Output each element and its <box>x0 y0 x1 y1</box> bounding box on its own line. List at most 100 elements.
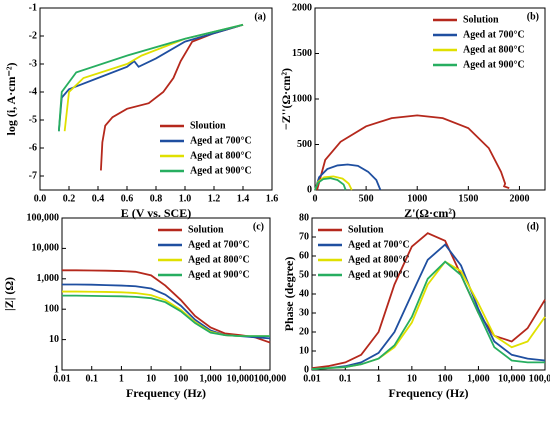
x-tick-label: 100 <box>438 373 453 384</box>
series-line <box>62 294 270 338</box>
y-tick-label: 0 <box>304 364 309 375</box>
x-axis-label: Z'(Ω·cm²) <box>404 206 456 220</box>
x-axis-label: Frequency (Hz) <box>126 386 206 400</box>
series-line <box>311 260 545 370</box>
plot-frame <box>311 217 546 371</box>
series-line <box>311 243 546 370</box>
series-line <box>316 114 510 191</box>
legend-label: Aged at 700°C <box>348 239 410 250</box>
x-tick-label: 2000 <box>509 193 529 204</box>
legend-label: Aged at 700°C <box>190 135 252 146</box>
y-tick-label: -4 <box>29 86 37 97</box>
legend-label: Aged at 800°C <box>190 150 252 161</box>
y-tick-label: 1000 <box>292 93 312 104</box>
x-axis-label: E (V vs. SCE) <box>121 206 191 220</box>
y-tick-label: -3 <box>29 58 37 69</box>
legend-label: Aged at 800°C <box>463 44 525 55</box>
legend-label: Aged at 900°C <box>463 59 525 70</box>
legend-label: Solution <box>463 14 499 25</box>
y-tick-label: 10 <box>299 345 309 356</box>
x-tick-label: 1.0 <box>179 193 192 204</box>
y-tick-label: -2 <box>29 30 37 41</box>
legend-label: Aged at 900°C <box>348 269 410 280</box>
series-line <box>63 23 244 132</box>
series-line <box>62 269 271 344</box>
plot-frame <box>61 217 271 371</box>
x-tick-label: 0.01 <box>53 373 71 384</box>
legend-label: Aged at 800°C <box>348 254 410 265</box>
x-tick-label: 100,000 <box>254 373 287 384</box>
series-line <box>62 290 270 338</box>
y-tick-label: 30 <box>299 307 309 318</box>
x-tick-label: 10,000 <box>227 373 255 384</box>
legend-label: Aged at 800°C <box>188 254 250 265</box>
x-axis-label: Frequency (Hz) <box>388 386 468 400</box>
y-tick-label: -6 <box>29 142 37 153</box>
series-line <box>314 177 347 191</box>
y-tick-label: 100 <box>44 303 59 314</box>
legend-label: Sloution <box>190 120 226 131</box>
y-tick-label: 60 <box>299 250 309 261</box>
y-tick-label: 50 <box>299 269 309 280</box>
x-tick-label: 1500 <box>458 193 478 204</box>
y-axis-label: Phase (degree) <box>282 257 296 332</box>
legend-label: Aged at 900°C <box>190 165 252 176</box>
series-line <box>57 23 244 132</box>
y-tick-label: -5 <box>29 114 37 125</box>
panel-label: (d) <box>527 221 539 232</box>
y-tick-label: 1 <box>54 364 59 375</box>
x-tick-label: 0.1 <box>85 373 98 384</box>
x-tick-label: 0.1 <box>339 373 352 384</box>
x-tick-label: 0.2 <box>63 193 76 204</box>
panel-label: (c) <box>253 221 264 232</box>
y-axis-label: log (i, A·cm⁻²) <box>4 63 18 136</box>
y-tick-label: 10 <box>49 334 59 345</box>
x-tick-label: 500 <box>359 193 374 204</box>
y-tick-label: 80 <box>299 212 309 223</box>
x-tick-label: 10 <box>407 373 417 384</box>
x-tick-label: 0.8 <box>150 193 163 204</box>
x-tick-label: 1.6 <box>266 193 279 204</box>
y-tick-label: 1,000 <box>37 273 60 284</box>
y-tick-label: 500 <box>297 139 312 150</box>
panel-label: (a) <box>254 11 266 22</box>
x-tick-label: 1,000 <box>199 373 222 384</box>
plot-frame <box>39 7 273 191</box>
legend-label: Aged at 700°C <box>188 239 250 250</box>
x-tick-label: 0.01 <box>303 373 321 384</box>
series-line <box>100 23 244 171</box>
panel-label: (b) <box>527 11 539 22</box>
x-tick-label: 0.6 <box>121 193 134 204</box>
x-tick-label: 1000 <box>407 193 427 204</box>
x-tick-label: 10 <box>146 373 156 384</box>
y-tick-label: -1 <box>29 2 37 13</box>
y-tick-label: -7 <box>29 170 37 181</box>
y-tick-label: 20 <box>299 326 309 337</box>
y-tick-label: 2000 <box>292 2 312 13</box>
x-tick-label: 1.2 <box>208 193 221 204</box>
legend-label: Aged at 900°C <box>188 269 250 280</box>
x-tick-label: 100 <box>173 373 188 384</box>
legend-label: Aged at 700°C <box>463 29 525 40</box>
legend-label: Solution <box>348 224 384 235</box>
series-line <box>314 163 382 191</box>
y-tick-label: 70 <box>299 231 309 242</box>
x-tick-label: 0.4 <box>92 193 105 204</box>
x-tick-label: 100,000 <box>529 373 550 384</box>
x-tick-label: 1,000 <box>467 373 490 384</box>
y-axis-label: |Z| (Ω) <box>2 277 16 311</box>
series-line <box>57 23 244 132</box>
y-tick-label: 10,000 <box>32 243 60 254</box>
x-tick-label: 1 <box>376 373 381 384</box>
y-axis-label: −Z''(Ω·cm²) <box>279 68 293 130</box>
y-tick-label: 1500 <box>292 48 312 59</box>
x-tick-label: 0 <box>313 193 318 204</box>
series-line <box>311 232 546 369</box>
legend-label: Solution <box>188 224 224 235</box>
y-tick-label: 0 <box>307 184 312 195</box>
x-tick-label: 1.4 <box>237 193 250 204</box>
x-tick-label: 10,000 <box>498 373 526 384</box>
y-tick-label: 100,000 <box>27 212 60 223</box>
y-tick-label: 40 <box>299 288 309 299</box>
